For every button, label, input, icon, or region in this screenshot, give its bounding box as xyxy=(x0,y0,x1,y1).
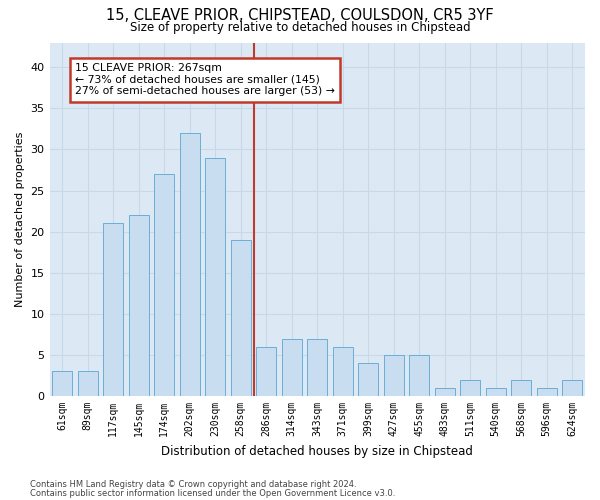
Bar xyxy=(435,388,455,396)
Bar xyxy=(562,380,582,396)
Bar xyxy=(52,372,72,396)
Bar xyxy=(307,338,327,396)
Bar xyxy=(333,346,353,396)
Text: 15, CLEAVE PRIOR, CHIPSTEAD, COULSDON, CR5 3YF: 15, CLEAVE PRIOR, CHIPSTEAD, COULSDON, C… xyxy=(106,8,494,22)
Bar xyxy=(537,388,557,396)
Bar xyxy=(154,174,174,396)
Y-axis label: Number of detached properties: Number of detached properties xyxy=(15,132,25,307)
Bar xyxy=(205,158,225,396)
Text: Contains public sector information licensed under the Open Government Licence v3: Contains public sector information licen… xyxy=(30,488,395,498)
Bar xyxy=(460,380,480,396)
Bar xyxy=(78,372,98,396)
Bar xyxy=(256,346,276,396)
Text: Contains HM Land Registry data © Crown copyright and database right 2024.: Contains HM Land Registry data © Crown c… xyxy=(30,480,356,489)
Text: Size of property relative to detached houses in Chipstead: Size of property relative to detached ho… xyxy=(130,21,470,34)
Bar xyxy=(129,215,149,396)
Bar xyxy=(486,388,506,396)
Text: 15 CLEAVE PRIOR: 267sqm
← 73% of detached houses are smaller (145)
27% of semi-d: 15 CLEAVE PRIOR: 267sqm ← 73% of detache… xyxy=(75,63,335,96)
Bar xyxy=(180,133,200,396)
Bar xyxy=(358,363,378,396)
Bar xyxy=(103,224,123,396)
X-axis label: Distribution of detached houses by size in Chipstead: Distribution of detached houses by size … xyxy=(161,444,473,458)
Bar xyxy=(409,355,429,396)
Bar xyxy=(282,338,302,396)
Bar xyxy=(384,355,404,396)
Bar xyxy=(511,380,531,396)
Bar xyxy=(231,240,251,396)
